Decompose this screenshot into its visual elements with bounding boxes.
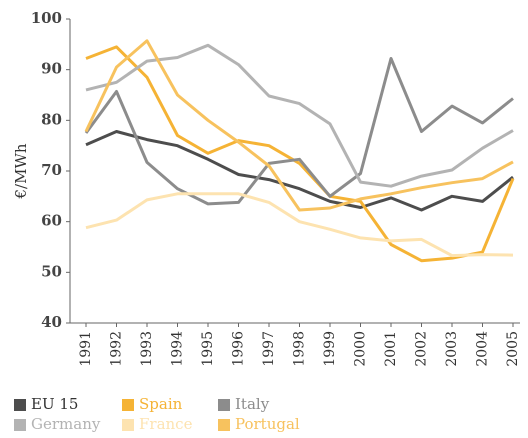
y-tick-label: 100 — [31, 9, 62, 27]
legend-label: Portugal — [235, 415, 300, 433]
legend-swatch — [218, 419, 230, 431]
series-line — [85, 45, 515, 263]
y-tick-label: 90 — [41, 60, 62, 78]
x-tick-label: 2004 — [475, 331, 491, 367]
x-tick-label: 2000 — [353, 331, 369, 367]
x-tick-label: 1993 — [139, 331, 155, 367]
legend-label: EU 15 — [31, 395, 78, 413]
x-tick-label: 1997 — [261, 331, 277, 367]
y-tick-label: 40 — [41, 313, 62, 331]
x-tick-label: 2003 — [444, 331, 460, 367]
y-axis-label: €/MWh — [12, 143, 30, 199]
legend-swatch — [14, 399, 26, 411]
legend-label: Spain — [139, 395, 183, 413]
series-line — [84, 57, 514, 206]
series-line — [85, 130, 514, 212]
legend-label: Italy — [235, 395, 270, 413]
y-tick-label: 70 — [41, 161, 62, 179]
x-tick-label: 1994 — [170, 331, 186, 367]
legend-swatch — [122, 419, 134, 431]
y-tick-label: 60 — [41, 212, 62, 230]
legend-label: Germany — [31, 415, 101, 433]
series-line — [84, 39, 514, 212]
y-tick-label: 50 — [41, 262, 62, 280]
x-tick-label: 1992 — [109, 331, 125, 367]
y-tick-label: 80 — [41, 110, 62, 128]
series-line — [85, 192, 514, 258]
legend-swatch — [122, 399, 134, 411]
x-tick-label: 1996 — [231, 331, 247, 367]
legend-swatch — [14, 419, 26, 431]
x-tick-label: 1999 — [322, 331, 338, 367]
legend-label: France — [139, 415, 193, 433]
x-tick-label: 2005 — [505, 331, 521, 367]
x-tick-label: 1998 — [292, 331, 308, 367]
x-tick-label: 2002 — [414, 331, 430, 367]
legend-swatch — [218, 399, 230, 411]
x-tick-label: 2001 — [383, 331, 399, 367]
x-tick-label: 1995 — [200, 331, 216, 367]
x-tick-label: 1991 — [78, 331, 94, 367]
